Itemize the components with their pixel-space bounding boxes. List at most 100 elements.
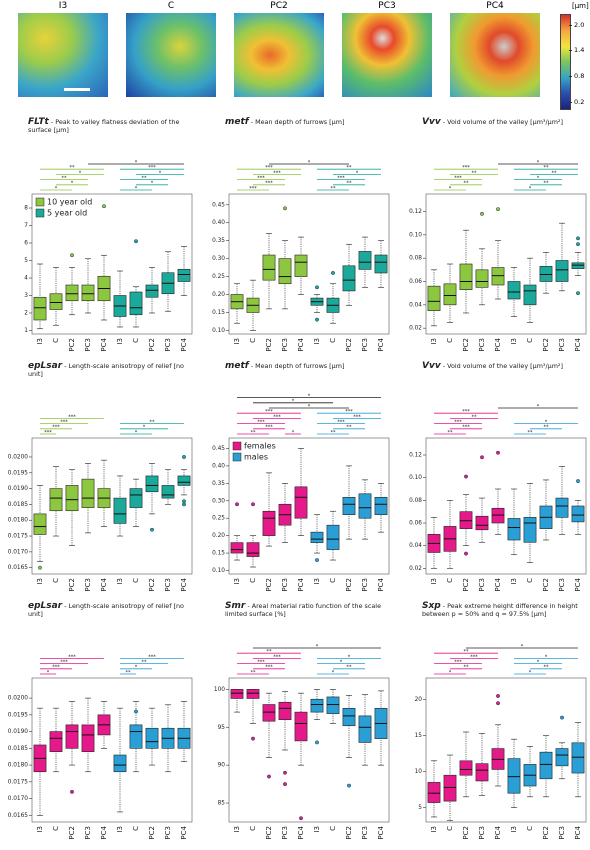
x-tick-label: I3 (313, 338, 321, 345)
box (459, 511, 473, 529)
panel-label: I3 (58, 1, 68, 11)
box (177, 268, 191, 282)
x-tick-label: PC4 (297, 337, 305, 351)
outlier (315, 740, 319, 745)
x-tick-label: I3 (36, 338, 44, 345)
x-tick-label: PC3 (478, 826, 486, 840)
x-tick-label: PC2 (68, 338, 76, 352)
x-tick-label: C (132, 578, 140, 583)
box (33, 513, 47, 535)
x-tick-label: PC4 (377, 825, 385, 839)
metric-name: metf (225, 361, 249, 371)
metric-name: epLsar (28, 361, 63, 371)
y-tick-label: 0.0165 (8, 813, 29, 819)
panel-title: Vvv - Void volume of the valley [μm³/μm²… (422, 118, 588, 127)
significance-label: ** (472, 170, 478, 176)
panel-title: metf - Mean depth of furrows [μm] (225, 361, 391, 371)
outlier (299, 816, 303, 821)
significance-label: ** (142, 660, 148, 666)
significance-label: ** (70, 165, 76, 171)
panel-title: Vvv - Void volume of the valley [μm³/μm²… (422, 361, 588, 371)
outlier (251, 736, 255, 741)
box (49, 293, 63, 310)
plot-frame (228, 193, 390, 335)
x-tick-label: PC3 (361, 578, 369, 592)
box (491, 267, 505, 286)
plot-frame (31, 677, 193, 823)
box (246, 689, 260, 699)
significance-label: * (545, 654, 548, 660)
significance-label: ** (267, 649, 273, 655)
outlier (464, 474, 468, 479)
box (145, 727, 159, 749)
box (427, 285, 441, 311)
y-tick-label: 0.45 (212, 202, 225, 208)
significance-label: * (135, 430, 138, 436)
box (475, 515, 489, 531)
x-tick-label: PC3 (361, 826, 369, 840)
significance-label: *** (257, 420, 265, 426)
box (113, 497, 127, 524)
panel-label: PC2 (270, 1, 288, 11)
x-tick-label: I3 (430, 578, 438, 585)
x-tick-label: PC3 (558, 338, 566, 352)
x-tick-label: PC2 (542, 338, 550, 352)
significance-label: * (340, 660, 343, 666)
outlier (134, 239, 138, 244)
box (539, 751, 553, 780)
colorbar-tick-label: 1.4 (574, 46, 585, 55)
outlier (496, 207, 500, 212)
box-chart: 0.02 0.04 0.06 0.08 0.10 0.12 I3 C PC2 PC3 PC4 I3 C P… (409, 404, 587, 592)
significance-label: ** (251, 430, 257, 436)
box (342, 708, 356, 727)
plot-frame (228, 677, 390, 823)
panel-title: FLTt - Peak to valley flatness deviation… (28, 118, 194, 135)
box (129, 291, 143, 316)
x-tick-label: PC4 (377, 337, 385, 351)
y-tick-label: 0.08 (409, 256, 422, 262)
significance-label: * (79, 170, 82, 176)
y-tick-label: 0.20 (212, 292, 225, 298)
plot-frame (228, 437, 390, 575)
significance-label: *** (148, 165, 156, 171)
significance-label: * (449, 186, 452, 192)
significance-label: *** (148, 654, 156, 660)
box (358, 251, 372, 270)
y-tick-label: 95 (218, 725, 226, 731)
x-tick-label: PC4 (494, 825, 502, 839)
colorbar-tick-label: 0.8 (574, 71, 585, 80)
legend-label: 5 year old (47, 209, 87, 218)
outlier (235, 502, 239, 507)
significance-label: *** (454, 176, 462, 182)
x-tick-label: C (329, 338, 337, 343)
metric-name: Vvv (422, 361, 441, 371)
box (81, 724, 95, 752)
outlier (70, 253, 74, 258)
y-tick-label: 100 (214, 687, 225, 693)
significance-label: ** (544, 665, 550, 671)
outlier (496, 701, 500, 706)
box (294, 486, 308, 519)
significance-label: *** (273, 654, 281, 660)
box (113, 754, 127, 773)
significance-label: * (47, 670, 50, 676)
x-tick-label: C (526, 338, 534, 343)
metric-description: - Peak to valley flatness deviation of t… (28, 118, 180, 134)
outlier (315, 558, 319, 563)
box (523, 517, 537, 543)
x-tick-label: PC3 (84, 826, 92, 840)
outlier (38, 565, 42, 570)
y-tick-label: 0.40 (212, 463, 225, 469)
y-tick-label: 0.25 (212, 274, 225, 280)
significance-label: *** (454, 420, 462, 426)
box (443, 283, 457, 306)
outlier (331, 271, 335, 275)
box (262, 510, 276, 536)
outlier (464, 551, 468, 556)
legend-swatch (35, 197, 45, 207)
metric-description: - Length-scale anisotropy of relief [no … (28, 362, 184, 378)
x-tick-label: PC3 (84, 578, 92, 592)
y-tick-label: 0.0195 (8, 712, 29, 718)
x-tick-label: PC4 (297, 577, 305, 591)
